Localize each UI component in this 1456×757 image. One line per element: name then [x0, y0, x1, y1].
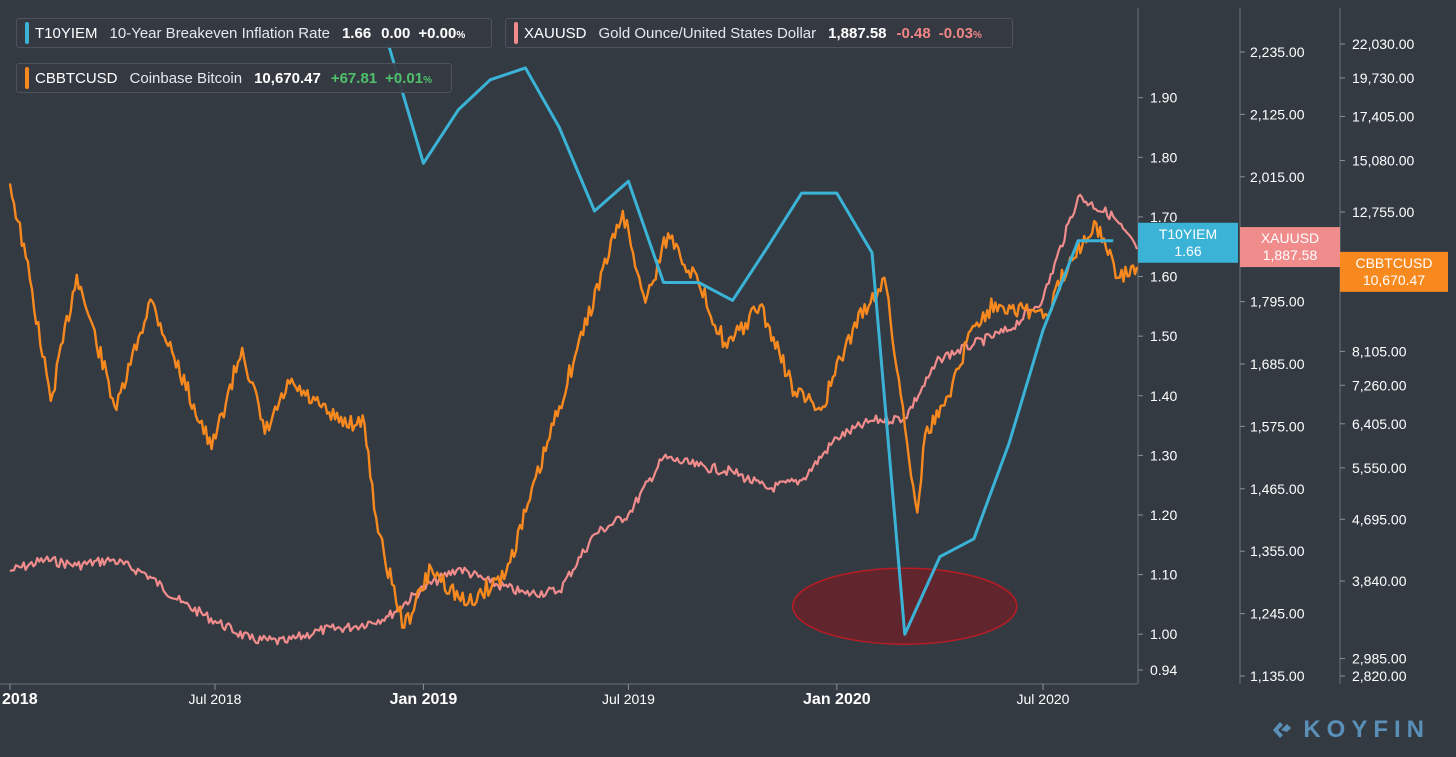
xau-tick-label: 1,135.00	[1250, 668, 1305, 684]
legend-change: 0.00	[381, 24, 411, 42]
tag-xauusd-symbol: XAUUSD	[1261, 230, 1319, 246]
t10-tick-label: 1.30	[1150, 447, 1177, 463]
t10-tick-label: 1.60	[1150, 269, 1177, 285]
t10-tick-label: 1.50	[1150, 328, 1177, 344]
btc-tick-label: 22,030.00	[1352, 36, 1414, 52]
btc-tick-label: 2,985.00	[1352, 651, 1407, 667]
xau-tick-label: 1,245.00	[1250, 606, 1305, 622]
xau-tick-label: 1,575.00	[1250, 418, 1305, 434]
t10-tick-label: 1.00	[1150, 626, 1177, 642]
x-tick-label: Jul 2020	[1017, 691, 1070, 707]
tag-cbbtcusd-bg	[1340, 251, 1448, 292]
btc-tick-label: 8,105.00	[1352, 343, 1407, 359]
x-tick-label: Jan 2020	[803, 691, 871, 708]
btc-tick-label: 2,820.00	[1352, 668, 1407, 684]
legend-description: Gold Ounce/United States Dollar	[598, 24, 817, 42]
legend-last-value: 1.66	[341, 24, 372, 42]
x-tick-label: Jul 2019	[602, 691, 655, 707]
xau-tick-label: 2,125.00	[1250, 106, 1305, 122]
xau-tick-label: 2,235.00	[1250, 44, 1305, 60]
tag-xauusd-bg	[1240, 227, 1340, 268]
t10-tick-label: 0.94	[1150, 662, 1177, 678]
tag-xauusd-value: 1,887.58	[1263, 247, 1318, 263]
tag-t10yiem-bg	[1138, 222, 1238, 263]
btc-tick-label: 3,840.00	[1352, 573, 1407, 589]
t10-tick-label: 1.40	[1150, 388, 1177, 404]
series-xauusd-line	[9, 193, 1139, 646]
xau-tick-label: 2,015.00	[1250, 169, 1305, 185]
koyfin-logo-icon	[1273, 722, 1292, 738]
legend-symbol: T10YIEM	[35, 24, 98, 42]
legend-cbbtcusd[interactable]: CBBTCUSD Coinbase Bitcoin 10,670.47 +67.…	[16, 63, 452, 93]
t10-tick-label: 1.70	[1150, 209, 1177, 225]
legend-last-value: 1,887.58	[828, 24, 887, 42]
btc-tick-label: 19,730.00	[1352, 70, 1414, 86]
legend-swatch-cbbtcusd	[25, 67, 29, 89]
x-tick-label: 2018	[2, 691, 38, 708]
btc-tick-label: 7,260.00	[1352, 377, 1407, 393]
legend-swatch-xauusd	[514, 22, 518, 44]
legend-pct-change: +0.00%	[418, 24, 466, 42]
legend-swatch-t10yiem	[25, 22, 29, 44]
t10-tick-label: 1.80	[1150, 149, 1177, 165]
xau-tick-label: 1,355.00	[1250, 543, 1305, 559]
series-cbbtcusd-line	[8, 183, 1139, 629]
tag-t10yiem-value: 1.66	[1174, 243, 1201, 259]
legend-description: 10-Year Breakeven Inflation Rate	[109, 24, 330, 42]
legend-symbol: CBBTCUSD	[35, 69, 118, 87]
legend-change: -0.48	[896, 24, 931, 42]
legend-symbol: XAUUSD	[524, 24, 587, 42]
series-t10yiem-line	[386, 43, 1114, 636]
tag-t10yiem-symbol: T10YIEM	[1159, 226, 1217, 242]
highlight-ellipse	[792, 567, 1018, 645]
btc-tick-label: 12,755.00	[1352, 204, 1414, 220]
x-tick-label: Jan 2019	[390, 691, 458, 708]
t10-tick-label: 1.20	[1150, 507, 1177, 523]
legend-last-value: 10,670.47	[254, 69, 321, 87]
legend-pct-change: -0.03%	[938, 24, 982, 42]
legend-pct-change: +0.01%	[385, 69, 432, 87]
tag-cbbtcusd-value: 10,670.47	[1363, 272, 1425, 288]
btc-tick-label: 17,405.00	[1352, 108, 1414, 124]
btc-tick-label: 5,550.00	[1352, 460, 1407, 476]
btc-tick-label: 4,695.00	[1352, 511, 1407, 527]
tag-cbbtcusd-symbol: CBBTCUSD	[1355, 255, 1432, 271]
koyfin-logo: KOYFIN	[1269, 716, 1430, 744]
t10-tick-label: 1.10	[1150, 567, 1177, 583]
legend-xauusd[interactable]: XAUUSD Gold Ounce/United States Dollar 1…	[505, 18, 1013, 48]
t10-tick-label: 1.90	[1150, 90, 1177, 106]
legend-change: +67.81	[330, 69, 378, 87]
legend-description: Coinbase Bitcoin	[129, 69, 243, 87]
x-tick-label: Jul 2018	[189, 691, 242, 707]
xau-tick-label: 1,795.00	[1250, 294, 1305, 310]
brand-name: KOYFIN	[1303, 716, 1430, 743]
xau-tick-label: 1,685.00	[1250, 356, 1305, 372]
xau-tick-label: 1,465.00	[1250, 481, 1305, 497]
btc-tick-label: 6,405.00	[1352, 416, 1407, 432]
btc-tick-label: 15,080.00	[1352, 153, 1414, 169]
legend-t10yiem[interactable]: T10YIEM 10-Year Breakeven Inflation Rate…	[16, 18, 492, 48]
